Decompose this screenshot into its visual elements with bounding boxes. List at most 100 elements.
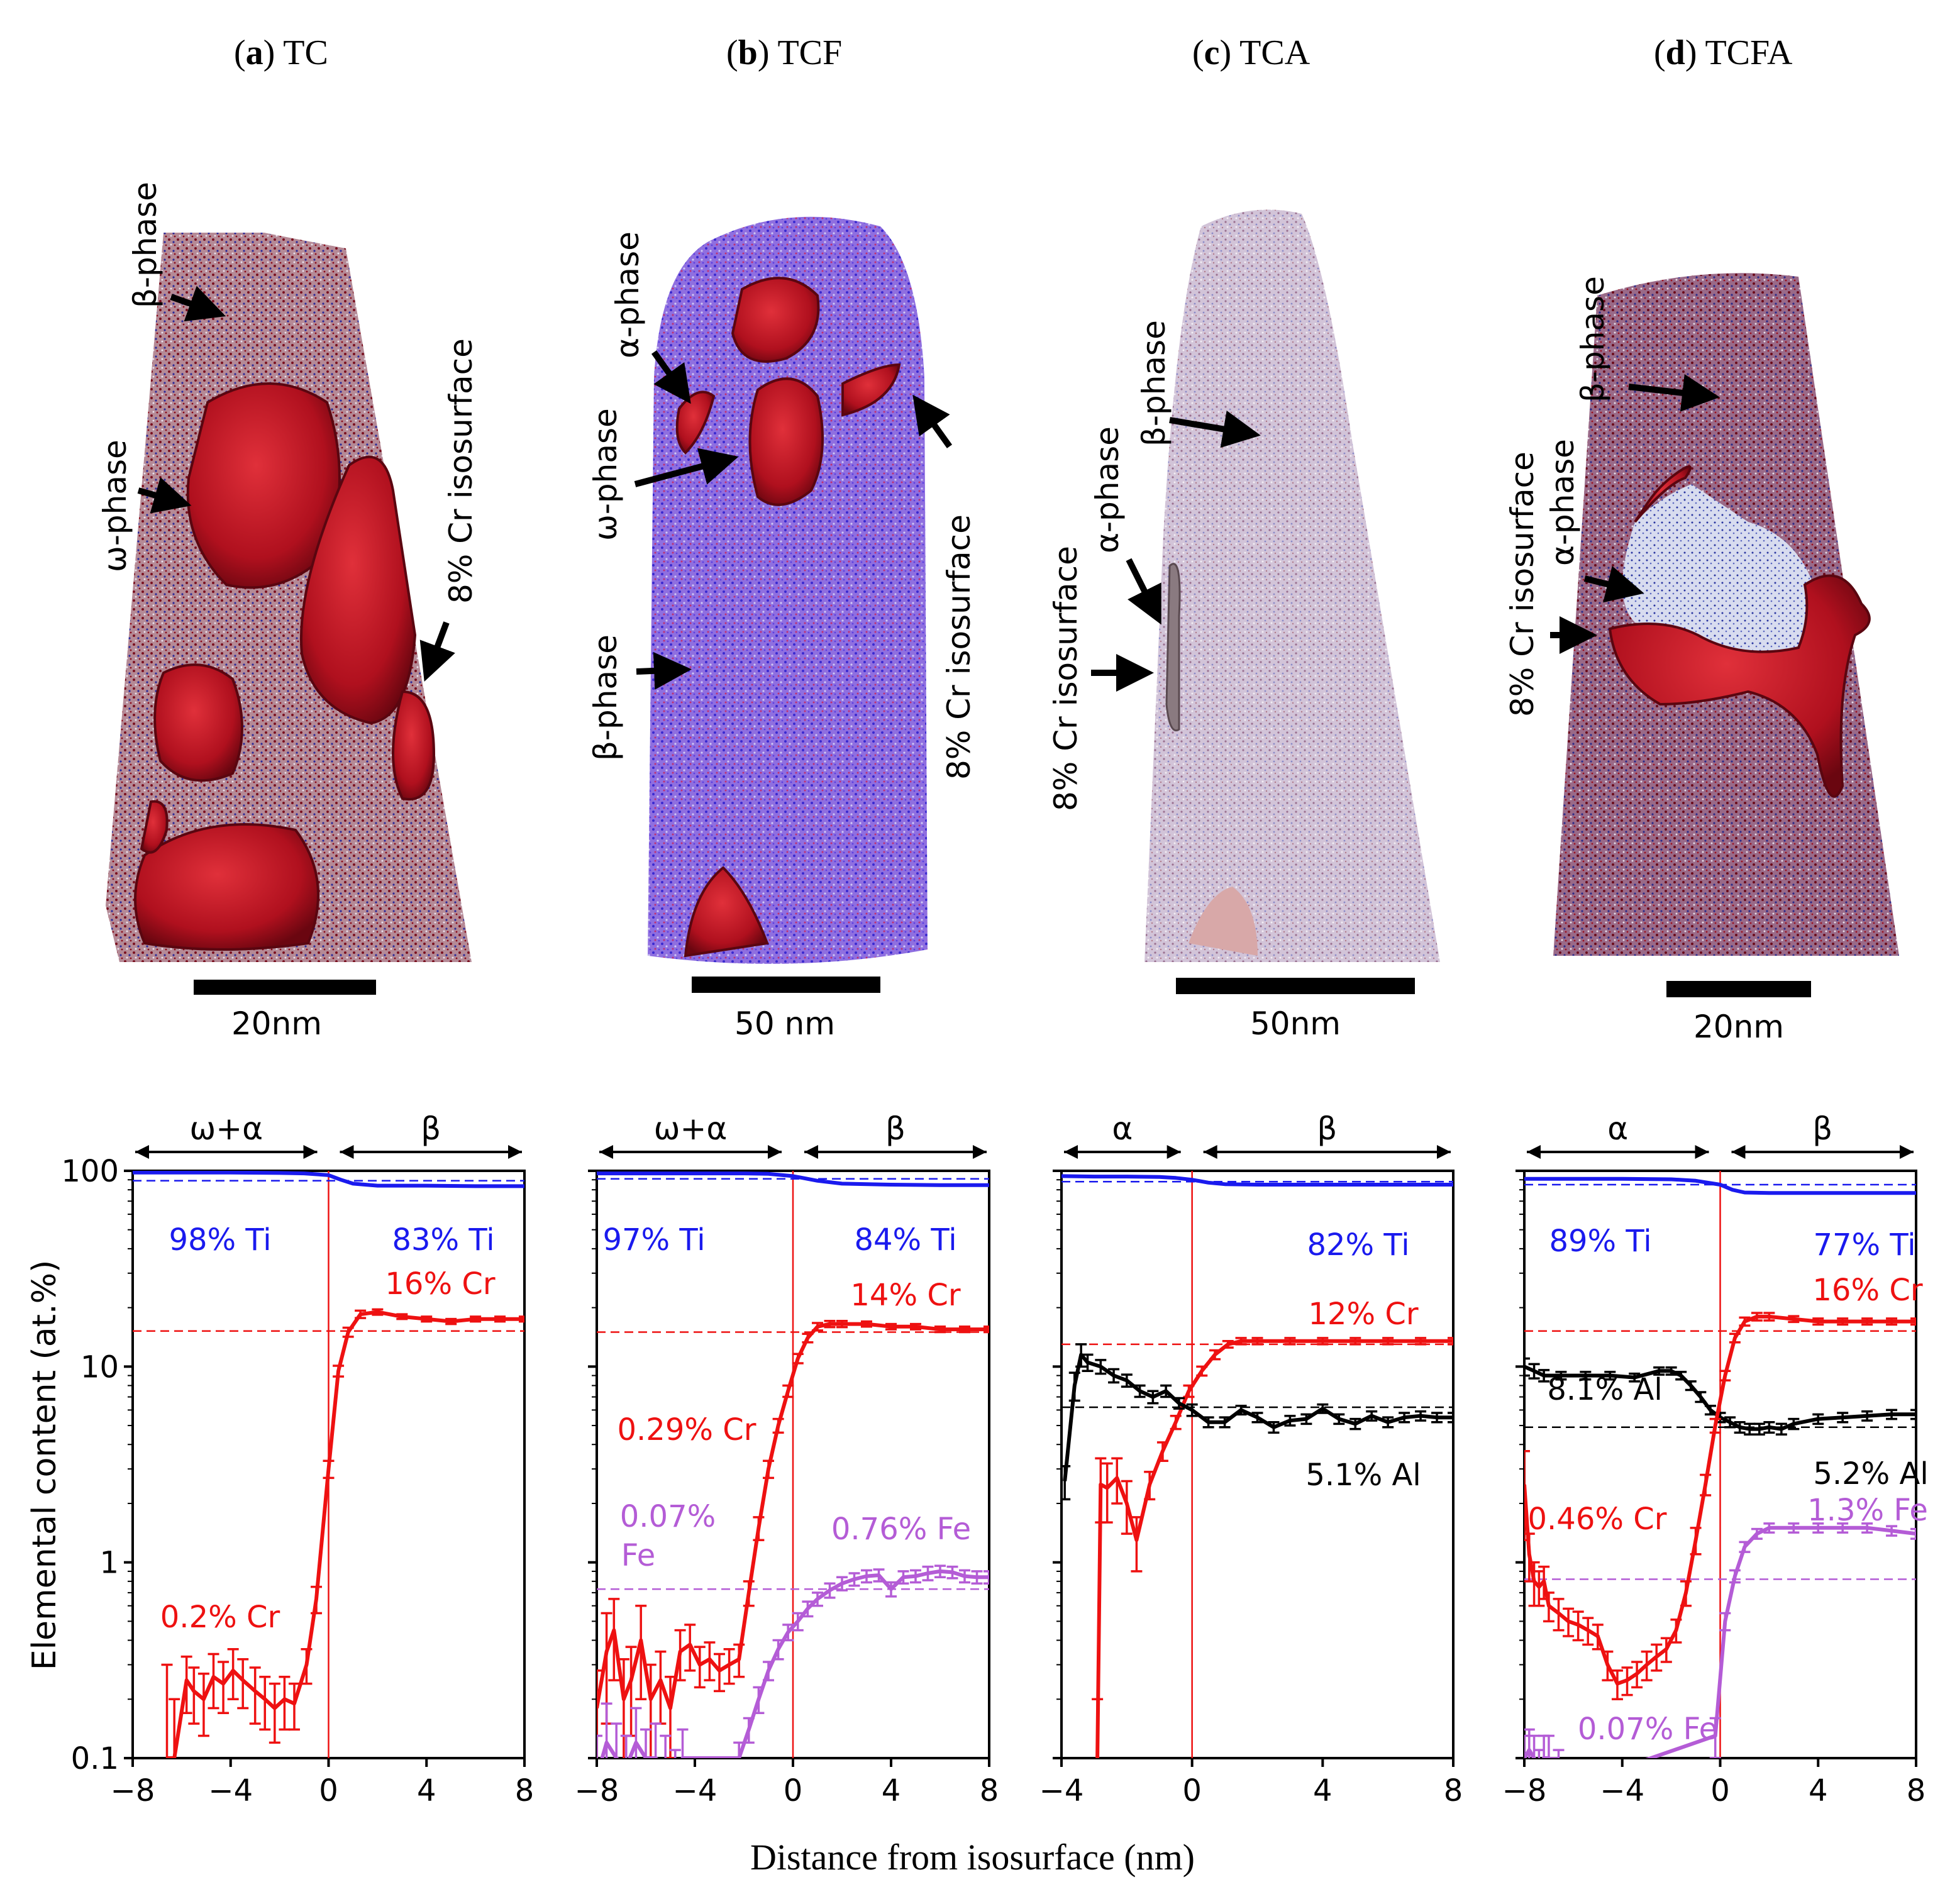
data-label: Fe: [621, 1538, 656, 1573]
data-label: 77% Ti: [1813, 1227, 1915, 1263]
arrow: [1628, 374, 1720, 412]
omega-particle: [392, 690, 436, 801]
x-tick-label: −8: [111, 1773, 155, 1808]
phase-label: α: [1607, 1110, 1628, 1147]
scale-bar: [1176, 978, 1415, 994]
isosurface-particle: [1634, 465, 1692, 523]
x-tick-label: 4: [882, 1773, 901, 1808]
data-label: 14% Cr: [850, 1278, 960, 1313]
data-label: 8.1% Al: [1547, 1372, 1662, 1407]
phase-arrow-head: [1203, 1145, 1217, 1159]
alpha-particle: [675, 390, 716, 455]
map-label: 8% Cr isosurface: [1048, 546, 1084, 811]
arrow: [419, 621, 455, 682]
phase-label: ω+α: [189, 1110, 263, 1147]
data-label: 5.1% Al: [1305, 1458, 1421, 1493]
map-label: ω-phase: [587, 408, 624, 541]
phase-arrow-head: [599, 1145, 613, 1159]
needle-c: [1144, 209, 1440, 962]
x-axis-caption: Distance from isosurface (nm): [750, 1837, 1195, 1878]
series-line-Cr: [597, 1322, 989, 1710]
map-label: α-phase: [1089, 426, 1126, 553]
plot-area: [597, 1171, 989, 1758]
y-tick-label: 0.1: [71, 1741, 119, 1776]
scale-bar: [194, 980, 376, 995]
series-line-Ti: [133, 1171, 524, 1188]
data-label: 82% Ti: [1307, 1227, 1409, 1263]
x-tick-label: 8: [515, 1773, 535, 1808]
alpha-region: [1622, 484, 1815, 652]
omega-particle: [748, 377, 824, 506]
scale-bar: [692, 977, 880, 993]
y-tick-label: 10: [80, 1349, 119, 1385]
series-line-Ti: [1524, 1176, 1916, 1195]
arrow: [651, 350, 691, 404]
map-label: β-phase: [1136, 320, 1172, 446]
data-label: 16% Cr: [1812, 1273, 1922, 1308]
plot-TCA: −4 0 4 8 α β 82% Ti 12% Cr 5.1% Al: [1039, 1110, 1463, 1808]
x-tick-label: 8: [1444, 1773, 1463, 1808]
x-tick-label: 8: [980, 1773, 999, 1808]
data-label: 97% Ti: [602, 1222, 705, 1258]
plot-area: [1061, 1171, 1453, 1758]
isosurface-particle: [1189, 887, 1258, 956]
y-axis-label: Elemental content (at.%): [26, 1260, 64, 1671]
data-label: 1.3% Fe: [1807, 1493, 1928, 1528]
apt-map-b: α-phase ω-phase β-phase 8% Cr isosurface…: [587, 216, 977, 1042]
x-tick-label: 0: [1182, 1773, 1202, 1808]
data-label: 84% Ti: [854, 1222, 956, 1258]
map-label: α-phase: [1544, 439, 1581, 566]
phase-arrow-head: [1064, 1145, 1078, 1159]
panel-title-b: (b) TCF: [726, 33, 843, 72]
data-label: 0.2% Cr: [160, 1600, 280, 1635]
map-label: α-phase: [609, 231, 646, 358]
data-label: 0.76% Fe: [831, 1512, 971, 1547]
isosurface-particle: [1165, 563, 1181, 732]
plot-area: [1524, 1171, 1916, 1758]
data-label: 0.07%: [620, 1499, 716, 1534]
series-line-Ti: [597, 1171, 989, 1187]
omega-particle: [140, 800, 169, 854]
arrow: [912, 394, 953, 448]
phase-arrow-head: [1166, 1145, 1181, 1159]
profile-plots: −8 −4 0 4 8 0.1 1 10 100 ω+α β 98% Ti 83% Ti 16% Cr 0.…: [61, 1110, 1929, 1808]
data-label: 5.2% Al: [1813, 1456, 1928, 1492]
panel-title-a: (a) TC: [234, 33, 328, 72]
arrow: [1169, 410, 1261, 448]
plot-TCFA: −8 −4 0 4 8 α β 89% Ti 77% Ti 16% Cr 8.1% Al 5.2% A…: [1502, 1110, 1929, 1808]
phase-arrow-head: [135, 1145, 149, 1159]
phase-arrow-head: [303, 1145, 318, 1159]
series-line-Ti: [1061, 1174, 1453, 1187]
isosurface-particle: [684, 866, 769, 958]
alpha-particle: [731, 277, 820, 363]
arrow: [636, 651, 692, 690]
map-label: 8% Cr isosurface: [443, 338, 479, 604]
scale-bar-label: 50nm: [1250, 1005, 1341, 1042]
alpha-particle: [841, 363, 901, 417]
phase-arrow-head: [1731, 1145, 1746, 1159]
data-label: 83% Ti: [392, 1222, 494, 1258]
x-tick-label: 0: [1710, 1773, 1730, 1808]
x-tick-label: 0: [784, 1773, 803, 1808]
phase-label: β: [885, 1110, 906, 1147]
data-label: 16% Cr: [385, 1266, 495, 1302]
x-tick-label: 8: [1907, 1773, 1926, 1808]
phase-arrow-head: [508, 1145, 522, 1159]
phase-label: α: [1112, 1110, 1133, 1147]
plot-area: [133, 1171, 524, 1758]
apt-map-c: β-phase α-phase 8% Cr isosurface 50nm: [1048, 209, 1440, 1042]
phase-arrow-head: [1900, 1145, 1914, 1159]
plot-frame: [1060, 1170, 1455, 1759]
y-tick-label: 1: [99, 1546, 119, 1581]
data-label: 0.07% Fe: [1578, 1712, 1717, 1747]
data-label: 98% Ti: [169, 1222, 271, 1258]
plot-TCF: −8 −4 0 4 8 ω+α β 97% Ti 84% Ti 14% Cr 0.29% Cr 0.0…: [575, 1110, 999, 1808]
x-tick-label: 4: [417, 1773, 436, 1808]
series-line-Cr: [1524, 1314, 1916, 1686]
scale-bar-label: 50 nm: [734, 1005, 835, 1042]
phase-label: β: [1317, 1110, 1337, 1147]
plot-TC: −8 −4 0 4 8 0.1 1 10 100 ω+α β 98% Ti 83% Ti 16% Cr 0.…: [61, 1110, 535, 1808]
apt-map-d: β-phase α-phase 8% Cr isosurface 20nm: [1504, 273, 1899, 1045]
scale-bar: [1666, 981, 1811, 997]
